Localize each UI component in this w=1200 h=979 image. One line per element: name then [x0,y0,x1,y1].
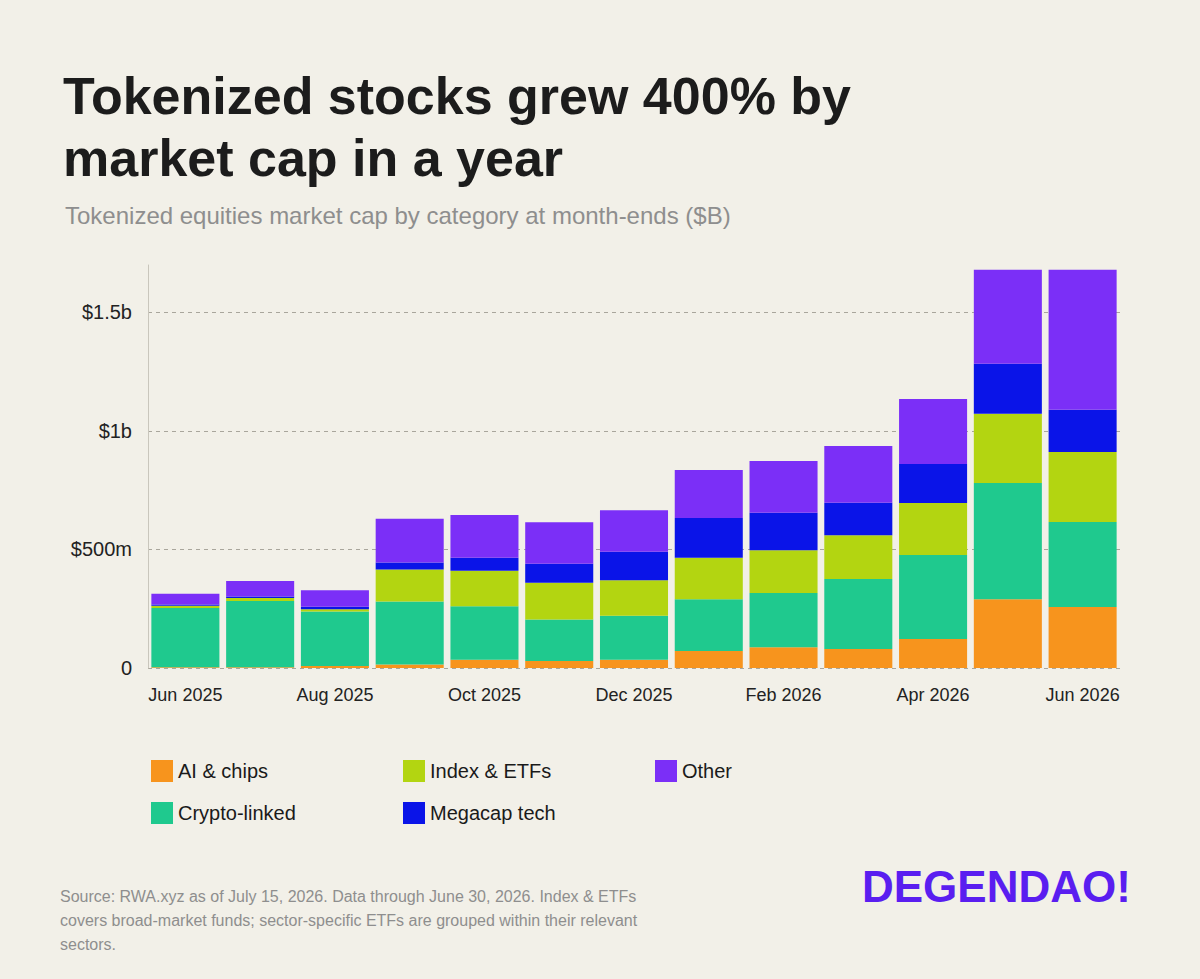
svg-text:Feb 2026: Feb 2026 [746,685,822,705]
svg-text:$1b: $1b [99,420,132,442]
svg-text:Jun 2026: Jun 2026 [1046,685,1120,705]
svg-text:AI & chips: AI & chips [178,760,268,782]
svg-text:market cap in a year: market cap in a year [63,129,563,187]
svg-text:Source: RWA.xyz as of July 15,: Source: RWA.xyz as of July 15, 2026. Dat… [60,888,641,905]
svg-text:covers broad-market funds; sec: covers broad-market funds; sector-specif… [60,912,642,929]
svg-text:Tokenized stocks grew 400% by: Tokenized stocks grew 400% by [63,67,865,125]
svg-text:Apr 2026: Apr 2026 [897,685,970,705]
svg-text:$1.5b: $1.5b [82,301,132,323]
svg-text:Aug 2025: Aug 2025 [296,685,373,705]
svg-text:Oct 2025: Oct 2025 [448,685,521,705]
svg-text:Jun 2025: Jun 2025 [148,685,222,705]
svg-text:sectors.: sectors. [60,936,116,953]
svg-text:$500m: $500m [71,538,132,560]
svg-text:Tokenized equities market cap: Tokenized equities market cap by categor… [65,202,731,229]
svg-text:Index & ETFs: Index & ETFs [430,760,551,782]
svg-text:Megacap tech: Megacap tech [430,802,556,824]
svg-text:Crypto-linked: Crypto-linked [178,802,296,824]
svg-text:Dec 2025: Dec 2025 [595,685,672,705]
svg-text:DEGENDAO!: DEGENDAO! [862,862,1131,911]
svg-text:0: 0 [121,657,132,679]
svg-text:Other: Other [682,760,732,782]
